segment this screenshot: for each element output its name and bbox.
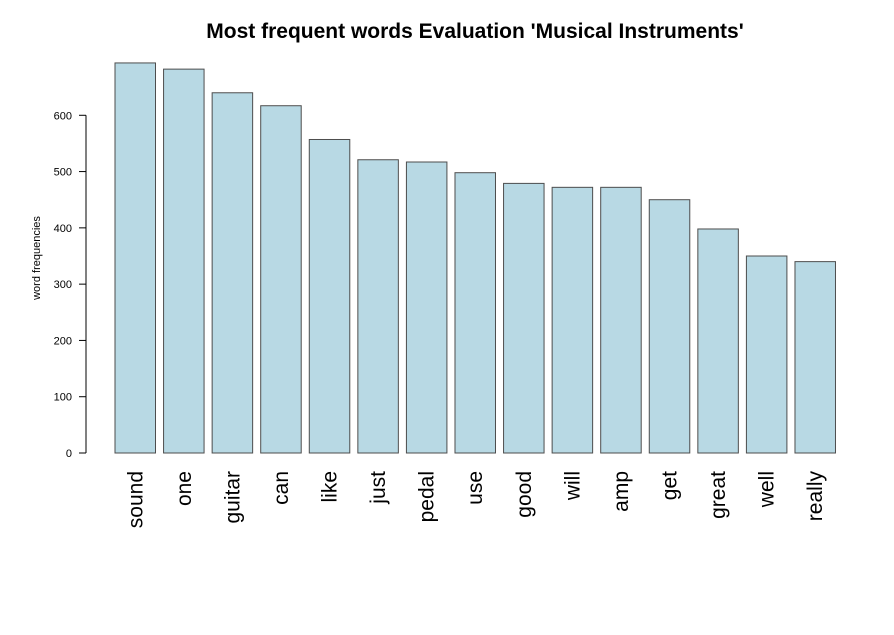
bar-one (163, 68, 205, 454)
x-tick-label-well: well (756, 471, 779, 508)
bar-can (260, 105, 302, 454)
x-tick-label-really: really (804, 471, 827, 522)
y-tick-label: 100 (54, 392, 72, 404)
y-tick-label: 0 (66, 448, 72, 460)
bar-good (503, 182, 545, 454)
x-tick-label-just: just (367, 471, 390, 505)
y-tick-label: 500 (54, 167, 72, 179)
y-axis: 0 100 200 300 400 500 600 (54, 110, 87, 460)
bar-amp (600, 186, 642, 454)
chart-title: Most frequent words Evaluation 'Musical … (206, 20, 743, 43)
x-tick-label-one: one (173, 471, 196, 506)
x-tick-label-like: like (319, 471, 342, 503)
x-tick-label-pedal: pedal (416, 471, 439, 522)
bar-like (308, 138, 351, 454)
y-tick-label: 200 (54, 335, 72, 347)
y-axis-label: word frequencies (31, 216, 43, 301)
bar-will (551, 186, 594, 454)
x-tick-label-can: can (270, 471, 293, 505)
bar-pedal (405, 161, 448, 454)
bar-get (648, 199, 691, 454)
bar-guitar (211, 92, 254, 454)
x-tick-label-use: use (464, 471, 487, 505)
bars-layer (114, 62, 836, 454)
bar-sound (114, 62, 156, 454)
x-tick-label-amp: amp (610, 471, 633, 512)
bar-really (794, 261, 836, 454)
bar-well (745, 255, 788, 454)
bar-use (454, 172, 496, 454)
bar-just (357, 159, 399, 454)
x-tick-label-good: good (513, 471, 536, 518)
y-tick-label: 300 (54, 279, 72, 291)
x-axis-category-labels: sound one guitar can like just pedal use good wil… (124, 471, 827, 529)
y-tick-label: 400 (54, 223, 72, 235)
y-tick-label: 600 (54, 110, 72, 122)
x-tick-label-get: get (659, 471, 682, 500)
x-tick-label-guitar: guitar (221, 471, 244, 524)
x-tick-label-sound: sound (124, 471, 147, 528)
bar-great (697, 228, 739, 454)
x-tick-label-will: will (561, 471, 584, 501)
x-tick-label-great: great (707, 471, 730, 519)
